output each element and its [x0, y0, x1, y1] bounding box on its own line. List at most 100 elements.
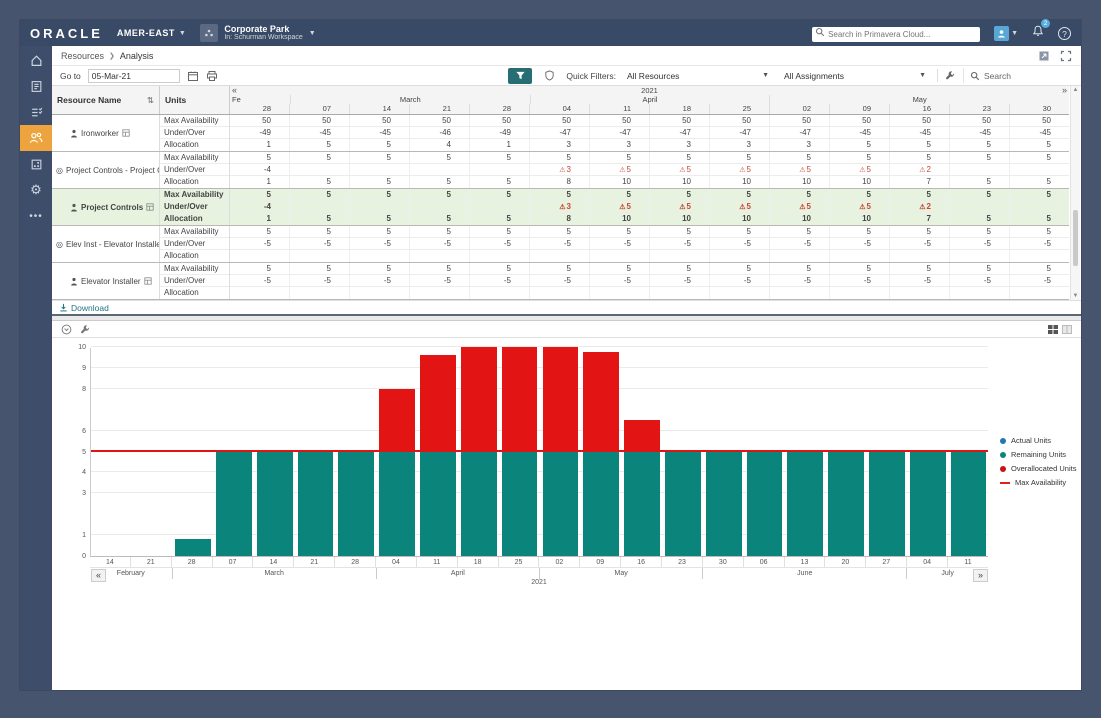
value-cell	[1009, 201, 1069, 212]
value-cell: 10	[589, 213, 649, 225]
value-cell: -47	[709, 127, 769, 138]
chart-view-icon-inactive[interactable]	[1062, 324, 1072, 334]
chart-settings-wrench-icon[interactable]	[80, 324, 91, 335]
value-cell	[230, 287, 289, 299]
timeline-prev-button[interactable]: «	[232, 85, 238, 95]
grid-search[interactable]: Search	[963, 68, 1073, 83]
sidebar-item-resources[interactable]	[20, 125, 52, 151]
resource-row[interactable]: Ironworker Max Availability Under/Over Allo…	[52, 115, 1069, 152]
sidebar-item-more[interactable]: •••	[20, 203, 52, 229]
panel-splitter[interactable]	[52, 314, 1081, 321]
value-cell	[949, 201, 1009, 212]
resources-filter-select[interactable]: All Resources ▼	[627, 70, 769, 81]
value-text: 5	[866, 165, 871, 174]
chart-next-button[interactable]: »	[973, 569, 988, 582]
open-detail-icon[interactable]	[146, 203, 154, 211]
value-cell: 3	[709, 139, 769, 151]
resource-row[interactable]: ◎Project Controls - Project Co...Max Ava…	[52, 152, 1069, 189]
open-detail-icon[interactable]	[122, 129, 130, 137]
resource-name-cell[interactable]: Elevator Installer	[52, 263, 160, 299]
resource-name-cell[interactable]: Project Controls	[52, 189, 160, 225]
value-text: 3	[566, 202, 571, 211]
legend-line-swatch	[1000, 481, 1010, 484]
sidebar-item-activities[interactable]	[20, 99, 52, 125]
value-cell: 5	[266, 227, 271, 236]
value-cell: -5	[263, 239, 271, 248]
value-cell: 5	[949, 139, 1009, 151]
value-cell: 5	[949, 213, 1009, 225]
goto-label: Go to	[60, 70, 81, 81]
chevron-down-icon: ▼	[178, 29, 187, 37]
value-cell: 5	[709, 263, 769, 274]
value-cell: 5	[409, 176, 469, 188]
grid-vertical-scrollbar[interactable]: ▲ ▼	[1070, 86, 1080, 300]
value-cell: -5	[469, 238, 529, 249]
chart-view-icon-active[interactable]	[1048, 324, 1058, 334]
scroll-down-icon[interactable]: ▼	[1072, 293, 1079, 299]
role-view-toggle[interactable]	[539, 68, 559, 84]
open-in-panel-icon[interactable]	[1038, 50, 1050, 62]
values-block: 5 5 5 5 5 5 5 5 5 5 5 5 5 5 -4 ⚠3 ⚠5 ⚠5 ⚠5 ⚠5 ⚠5 ⚠2 1 5 5 5 5 8 10 10…	[230, 152, 1069, 188]
value-cell: 5	[266, 264, 271, 273]
chart-prev-button[interactable]: «	[91, 569, 106, 582]
value-cell: 10	[829, 213, 889, 225]
sidebar-item-reports[interactable]	[20, 73, 52, 99]
sidebar-item-home[interactable]	[20, 47, 52, 73]
chart-month-label: June	[702, 568, 906, 579]
value-text: 5	[806, 202, 811, 211]
remaining-units-bar	[338, 451, 375, 556]
unit-row-label: Under/Over	[160, 201, 229, 213]
breadcrumb-separator: ❯	[109, 52, 115, 60]
remaining-units-bar	[175, 539, 211, 556]
x-axis-tick-label: 04	[375, 557, 416, 567]
open-detail-icon[interactable]	[143, 277, 152, 285]
value-cell	[589, 287, 649, 299]
scrollbar-thumb[interactable]	[1073, 210, 1078, 266]
user-menu[interactable]: ▼	[994, 25, 1018, 41]
scroll-up-icon[interactable]: ▲	[1072, 87, 1079, 93]
resource-row[interactable]: Elevator Installer Max Availability Under/…	[52, 263, 1069, 300]
value-cell	[469, 201, 529, 212]
breadcrumb-resources[interactable]: Resources	[61, 50, 105, 61]
resource-row[interactable]: ◎ Elev Inst - Elevator Installer Max Avail…	[52, 226, 1069, 263]
calendar-icon[interactable]	[187, 70, 199, 82]
remaining-units-bar	[869, 451, 905, 556]
download-link[interactable]: Download	[71, 302, 109, 313]
resource-name-column-header[interactable]: Resource Name ⇅	[52, 86, 160, 114]
fullscreen-icon[interactable]	[1060, 50, 1072, 62]
value-cell: 5	[289, 152, 349, 163]
workspace-switcher[interactable]: Corporate Park In: Schurman Workspace ▼	[200, 24, 316, 42]
x-axis-tick-label: 30	[701, 557, 743, 567]
resource-name-cell[interactable]: Ironworker	[52, 115, 160, 151]
role-icon: ◎	[56, 165, 63, 175]
print-icon[interactable]	[206, 70, 218, 82]
settings-wrench-icon[interactable]	[945, 70, 956, 81]
timeline-next-button[interactable]: »	[1061, 85, 1067, 95]
remaining-units-bar	[828, 451, 864, 556]
resource-view-toggle[interactable]	[508, 67, 533, 84]
resource-name-cell[interactable]: ◎ Elev Inst - Elevator Installer	[52, 226, 160, 262]
notifications-button[interactable]: 2	[1032, 19, 1050, 42]
value-cell: 5	[949, 152, 1009, 163]
global-search-input[interactable]	[812, 27, 981, 42]
help-button[interactable]: ?	[1058, 26, 1071, 40]
value-cell: ⚠5	[829, 201, 889, 212]
resource-row[interactable]: Project Controls Max Availability Under/Ov…	[52, 189, 1069, 226]
sort-icon[interactable]: ⇅	[146, 94, 154, 105]
collapse-chevron-icon[interactable]	[61, 324, 72, 335]
resource-name-cell[interactable]: ◎Project Controls - Project Co...	[52, 152, 160, 188]
assignments-filter-select[interactable]: All Assignments ▼	[784, 70, 926, 81]
sidebar-item-settings[interactable]: ⚙	[20, 177, 52, 203]
value-cell: -5	[1009, 238, 1069, 249]
value-cell: 5	[949, 263, 1009, 274]
unit-row-label: Max Availability	[160, 152, 229, 164]
y-axis-tick-label: 5	[82, 448, 86, 456]
x-axis-tick-label: 11	[415, 557, 457, 567]
overallocated-units-bar	[420, 355, 456, 452]
value-text: 5	[686, 165, 691, 174]
environment-menu[interactable]: AMER-EAST ▼	[116, 28, 187, 38]
sidebar-item-projects[interactable]	[20, 151, 52, 177]
value-cell	[649, 250, 709, 262]
goto-date-input[interactable]	[87, 68, 180, 83]
